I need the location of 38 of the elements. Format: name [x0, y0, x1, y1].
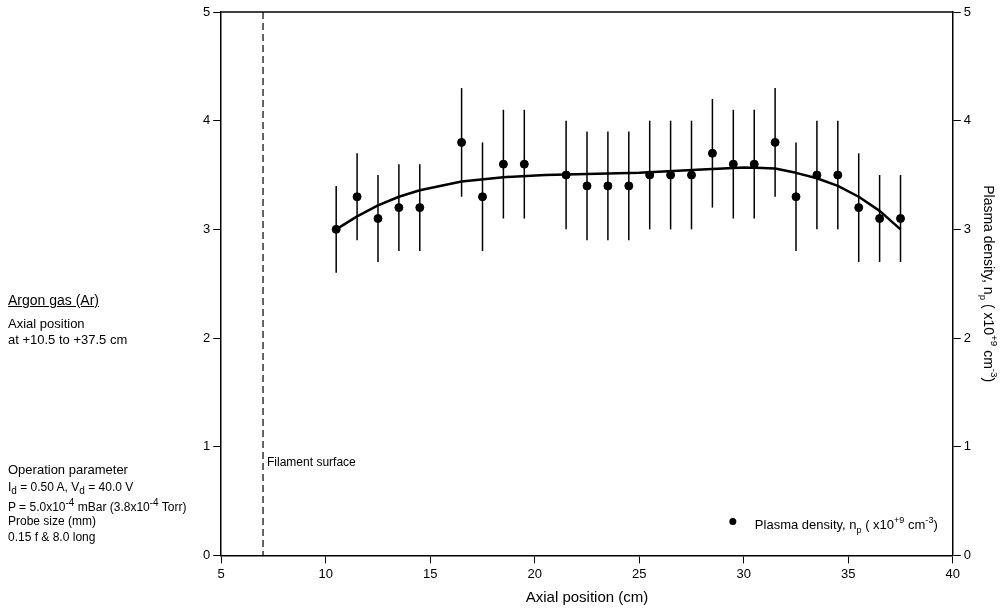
point: [477, 192, 487, 202]
y-tick-label: 4: [203, 112, 211, 128]
y-tick-label: 5: [203, 3, 211, 19]
x-tick-label: 20: [527, 565, 542, 581]
y2-axis-title: Plasma density, np ( x10+9 cm-3): [977, 185, 1000, 383]
y2-tick-label: 1: [963, 438, 971, 454]
x-tick-label: 10: [318, 565, 333, 581]
y-tick-label: 1: [203, 438, 211, 454]
point: [896, 213, 906, 223]
x-tick-label: 40: [945, 565, 960, 581]
point: [457, 137, 467, 147]
y-tick-label: 3: [203, 220, 211, 236]
y2-tick-label: 4: [963, 112, 971, 128]
x-tick-label: 30: [736, 565, 751, 581]
y2-tick-label: 3: [963, 220, 971, 236]
text: Axial position: [8, 316, 85, 331]
y2-tick-label: 5: [963, 3, 971, 19]
x-tick-label: 15: [423, 565, 438, 581]
text: I$_{d}$ = 0.50 A, V$_{d}$ = 40.0 V: [8, 480, 134, 497]
text: Operation parameter: [8, 462, 128, 477]
ref-line-label: Filament surface: [267, 455, 357, 470]
y2-tick-label: 0: [963, 546, 971, 562]
point: [875, 213, 885, 223]
text: Probe size (mm): [8, 514, 97, 528]
y-tick-label: 0: [203, 546, 211, 562]
point: [854, 203, 864, 213]
text: at +10.5 to +37.5 cm: [8, 332, 128, 347]
x-tick-label: 25: [632, 565, 647, 581]
y-tick-label: 2: [203, 329, 211, 345]
point: [707, 148, 717, 158]
x-tick-label: 35: [841, 565, 856, 581]
text: Argon gas (Ar): [8, 292, 100, 308]
y2-tick-label: 2: [963, 329, 971, 345]
point: [498, 159, 508, 169]
x-axis-title: Axial position (cm): [525, 588, 649, 606]
text: 0.15 f & 8.0 long: [8, 530, 96, 544]
text: P = 5.0x10$^{-4}$ mBar (3.8x10$^{-4}$ Torr): [8, 497, 187, 514]
x-tick-label: 5: [217, 565, 225, 581]
